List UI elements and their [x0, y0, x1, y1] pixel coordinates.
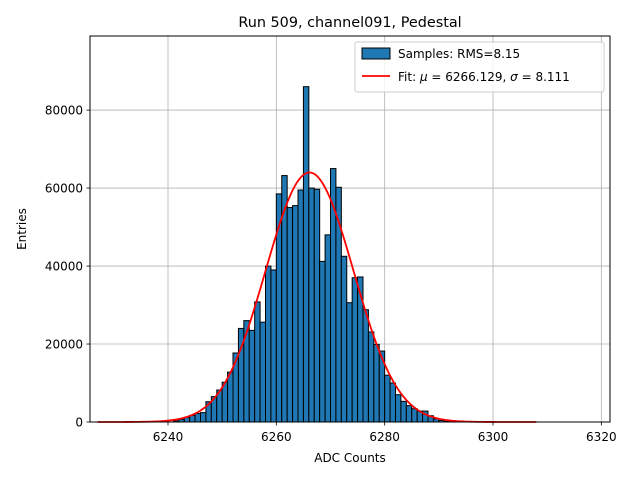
histogram-bar: [265, 265, 272, 423]
x-axis-label: ADC Counts: [314, 451, 386, 465]
x-tick-label: 6260: [261, 430, 292, 444]
histogram-bar: [346, 302, 353, 423]
legend-histogram-swatch: [361, 47, 391, 60]
histogram-bar: [248, 329, 256, 423]
histogram-bar: [302, 86, 310, 423]
histogram-bar: [411, 408, 418, 423]
y-tick-label: 80000: [45, 104, 83, 118]
histogram-bar: [254, 301, 261, 423]
chart-title: Run 509, channel091, Pedestal: [238, 15, 461, 31]
histogram-bar: [362, 309, 369, 423]
y-tick-label: 20000: [45, 338, 83, 352]
y-tick-label: 40000: [45, 260, 83, 274]
x-tick-label: 6280: [369, 430, 400, 444]
legend-histogram-label: Samples: RMS=8.15: [398, 47, 520, 61]
histogram-bar: [351, 277, 359, 423]
histogram-bar: [405, 405, 413, 423]
histogram-bar: [319, 260, 326, 423]
plot-area: [89, 35, 611, 423]
x-tick-label: 6240: [153, 430, 184, 444]
histogram-bar: [270, 269, 277, 423]
histogram-bar: [286, 207, 294, 423]
histogram-bar: [292, 205, 299, 423]
histogram-bar: [324, 234, 332, 423]
fit-curve: [97, 171, 537, 423]
histogram-bar: [373, 343, 380, 423]
x-tick-label: 6300: [478, 430, 509, 444]
y-tick-label: 60000: [45, 182, 83, 196]
histogram-bar: [200, 412, 207, 423]
histogram-bar: [221, 381, 229, 423]
x-axis-ticks: 6240 6260 6280 6300 6320: [153, 422, 617, 444]
histogram-bar: [400, 400, 407, 423]
histogram-bar: [297, 189, 304, 423]
legend: Samples: RMS=8.15 Fit: μ = 6266.129, σ =…: [354, 41, 605, 93]
histogram-bar: [367, 331, 375, 423]
histogram-bar: [259, 321, 267, 423]
legend-box: [354, 41, 605, 93]
histogram-bar: [194, 412, 201, 423]
histogram-bar: [384, 374, 391, 423]
histogram-bar: [227, 371, 234, 423]
histogram-bar: [313, 188, 321, 423]
y-axis-ticks: 0 20000 40000 60000 80000: [45, 104, 90, 430]
x-tick-label: 6320: [586, 430, 617, 444]
histogram-bar: [389, 382, 397, 423]
histogram-bar: [395, 394, 402, 423]
fit-curve-layer: [97, 171, 537, 423]
y-tick-label: 0: [75, 416, 83, 430]
histogram-bar: [340, 255, 348, 423]
legend-fit-label: Fit: μ = 6266.129, σ = 8.111: [398, 70, 570, 84]
y-axis-label: Entries: [15, 208, 29, 250]
histogram-bar: [308, 187, 315, 423]
plot-frame: [89, 35, 611, 423]
